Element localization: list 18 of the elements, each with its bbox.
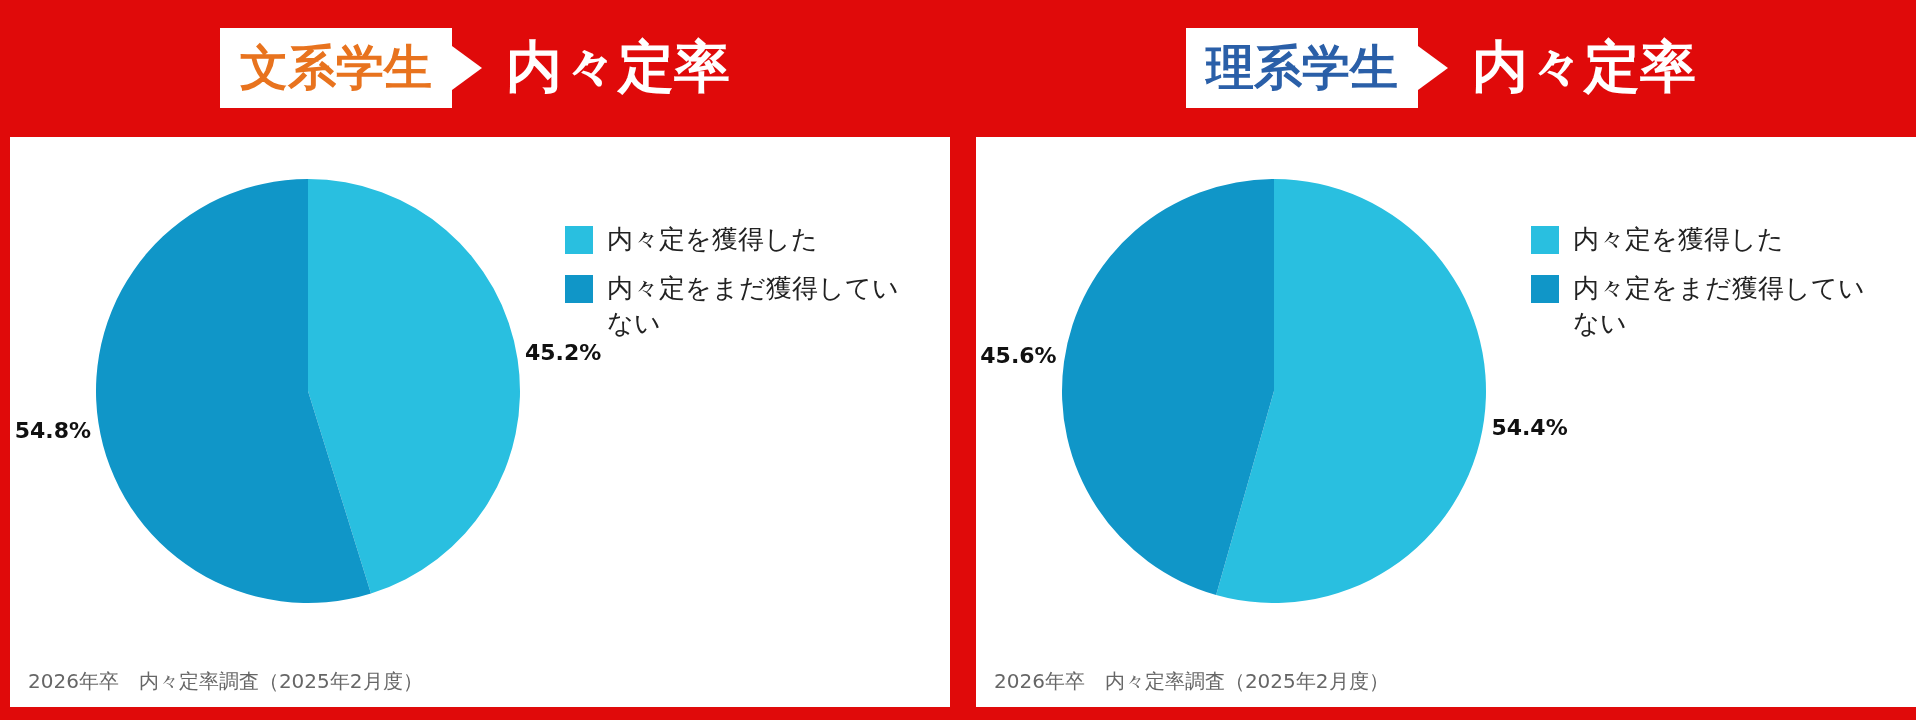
data-label: 54.8% bbox=[14, 417, 92, 443]
pie-slice bbox=[1216, 179, 1486, 603]
legend-label: 内々定を獲得した bbox=[1573, 223, 1784, 256]
data-label: 45.6% bbox=[980, 343, 1057, 369]
pie-slice bbox=[96, 179, 371, 603]
pie-slice bbox=[1062, 179, 1274, 595]
chart-title: 文系学生 bbox=[220, 28, 452, 108]
legend-label: 内々定をまだ獲得していない bbox=[607, 272, 900, 340]
pie-slice bbox=[308, 179, 520, 594]
chart-title: 理系学生 bbox=[1186, 28, 1418, 108]
legend-label: 内々定をまだ獲得していない bbox=[1573, 272, 1866, 340]
data-label: 45.2% bbox=[524, 340, 602, 366]
legend-label: 内々定を獲得した bbox=[607, 223, 818, 256]
text: 2026年卒 内々定率調査（2025年2月度） bbox=[28, 668, 423, 695]
text: 2026年卒 内々定率調査（2025年2月度） bbox=[994, 668, 1389, 695]
chart-subtitle: 内々定率 bbox=[1472, 33, 1696, 101]
chart-subtitle: 内々定率 bbox=[506, 33, 730, 101]
data-label: 54.4% bbox=[1491, 414, 1568, 440]
